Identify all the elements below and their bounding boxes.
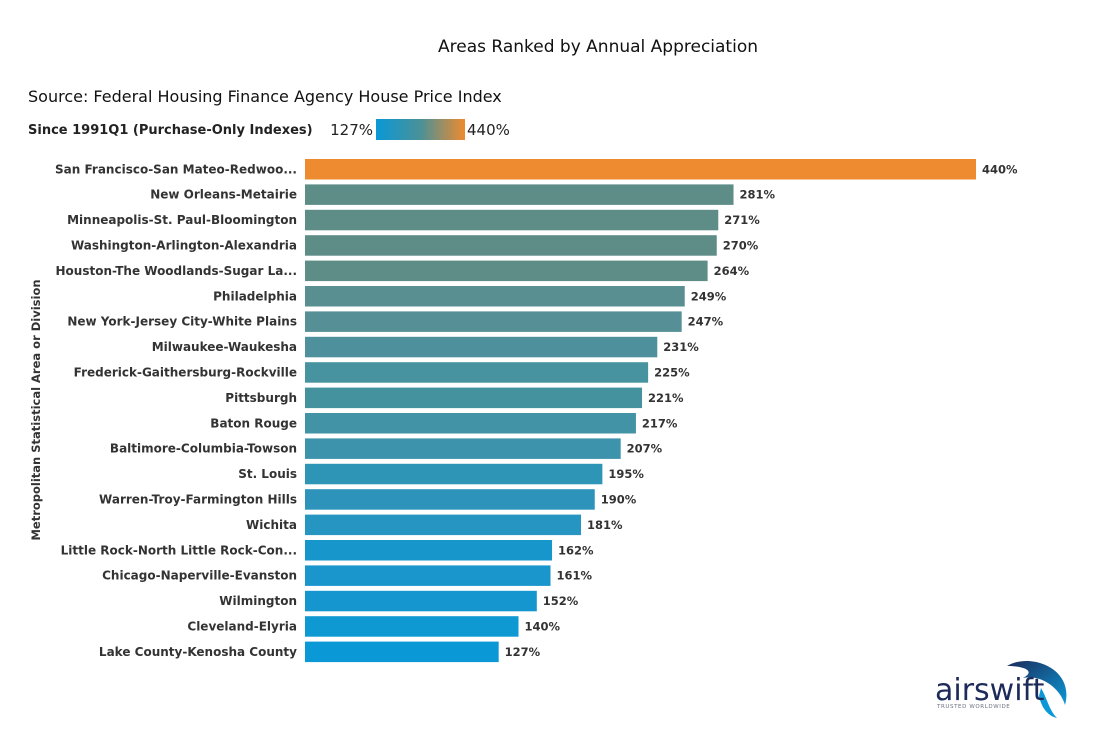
value-label: 221% (648, 391, 684, 405)
value-label: 127% (505, 645, 541, 659)
airswift-logo: airswift TRUSTED WORLDWIDE (935, 660, 1067, 718)
value-label: 281% (740, 188, 776, 202)
bar (305, 616, 519, 637)
bar (305, 184, 734, 205)
logo-swoosh-tail-icon (1039, 688, 1057, 718)
value-label: 190% (601, 492, 637, 506)
value-label: 271% (724, 213, 760, 227)
category-label: Warren-Troy-Farmington Hills (99, 492, 297, 506)
bar (305, 260, 708, 282)
category-label: Baltimore-Columbia-Towson (110, 442, 297, 456)
category-label: Houston-The Woodlands-Sugar La... (56, 264, 298, 278)
category-label: Washington-Arlington-Alexandria (71, 238, 297, 252)
value-label: 161% (557, 569, 593, 583)
value-label: 231% (663, 340, 699, 354)
bar (305, 311, 682, 332)
value-label: 264% (714, 264, 750, 278)
bar (305, 514, 582, 536)
value-label: 247% (688, 315, 724, 329)
legend-max-label: 440% (467, 121, 510, 139)
category-label: New York-Jersey City-White Plains (67, 315, 297, 329)
category-label: Milwaukee-Waukesha (152, 340, 297, 354)
bar (305, 159, 976, 180)
value-label: 225% (654, 365, 690, 379)
bar (305, 489, 595, 510)
legend-label: Since 1991Q1 (Purchase-Only Indexes) (28, 123, 313, 138)
bar (305, 362, 649, 383)
bar (305, 286, 685, 307)
bar (305, 565, 551, 586)
category-label: St. Louis (238, 467, 297, 481)
chart-title: Areas Ranked by Annual Appreciation (438, 37, 758, 57)
legend-min-label: 127% (330, 121, 373, 139)
bars-group: San Francisco-San Mateo-Redwoo... 440% New… (55, 159, 1018, 663)
value-label: 140% (525, 619, 561, 633)
category-label: Philadelphia (213, 289, 297, 303)
bar (305, 336, 658, 358)
value-label: 270% (723, 238, 759, 252)
bar (305, 438, 621, 459)
category-label: Wilmington (219, 594, 297, 608)
logo-swoosh-icon (1007, 660, 1067, 705)
y-axis-title: Metropolitan Statistical Area or Divisio… (29, 279, 43, 540)
category-label: Chicago-Naperville-Evanston (102, 569, 297, 583)
bar (305, 641, 499, 663)
value-label: 440% (982, 162, 1018, 176)
bar (305, 235, 717, 256)
category-label: Frederick-Gaithersburg-Rockville (74, 365, 297, 379)
category-label: Wichita (246, 518, 297, 532)
category-label: Minneapolis-St. Paul-Bloomington (67, 213, 297, 227)
category-label: Cleveland-Elyria (187, 619, 297, 633)
category-label: Baton Rouge (210, 416, 297, 430)
category-label: San Francisco-San Mateo-Redwoo... (55, 162, 297, 176)
value-label: 217% (642, 416, 678, 430)
value-label: 152% (543, 594, 579, 608)
chart-subtitle: Source: Federal Housing Finance Agency H… (28, 87, 502, 106)
bar (305, 463, 603, 485)
category-label: New Orleans-Metairie (150, 188, 297, 202)
bar (305, 387, 643, 409)
legend: Since 1991Q1 (Purchase-Only Indexes) 127… (28, 119, 510, 140)
bar (305, 413, 636, 434)
bar (305, 590, 537, 612)
value-label: 181% (587, 518, 623, 532)
bar (305, 209, 719, 231)
logo-tagline: TRUSTED WORLDWIDE (936, 704, 1010, 710)
value-label: 249% (691, 289, 727, 303)
category-label: Lake County-Kenosha County (99, 645, 297, 659)
bar (305, 540, 553, 561)
logo-text: airswift (935, 673, 1045, 708)
value-label: 195% (608, 467, 644, 481)
legend-color-scale (376, 119, 465, 140)
value-label: 162% (558, 543, 594, 557)
value-label: 207% (627, 442, 663, 456)
category-label: Little Rock-North Little Rock-Con... (61, 543, 297, 557)
category-label: Pittsburgh (225, 391, 297, 405)
